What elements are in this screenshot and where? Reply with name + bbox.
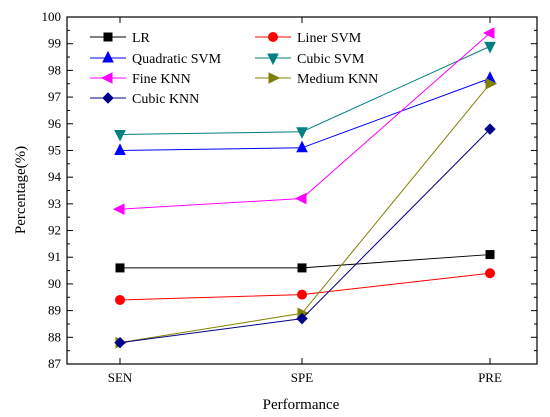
data-point [296,140,308,153]
x-tick-label: SEN [108,370,133,385]
legend-label: Liner SVM [297,31,362,46]
legend-marker [102,50,114,63]
legend-item: LR [90,31,151,46]
legend-item: Cubic KNN [90,92,199,107]
y-tick-label: 91 [48,249,61,264]
data-point [482,27,495,39]
legend-marker [268,32,278,42]
data-point [484,123,496,135]
legend: LR Liner SVM Quadratic SVM Cubic SVM Fine KN… [90,31,378,107]
legend-label: LR [132,31,151,46]
y-tick-label: 88 [48,329,61,344]
y-tick-label: 89 [48,303,61,318]
y-tick-label: 93 [48,196,61,211]
series-line [119,77,491,151]
legend-label: Fine KNN [132,72,191,87]
legend-item: Fine KNN [90,72,191,87]
data-point [112,203,125,215]
legend-item: Cubic SVM [255,52,365,67]
data-point [115,294,125,305]
data-point [294,192,307,205]
legend-label: Cubic SVM [297,52,365,67]
series-cubic-knn [114,123,496,349]
data-point [297,289,307,300]
legend-marker [102,92,114,104]
y-tick-label: 87 [48,356,62,371]
y-axis-title: Percentage(%) [13,146,29,234]
data-point [297,263,307,273]
y-tick-label: 95 [48,142,61,157]
data-point [485,268,495,279]
legend-label: Medium KNN [297,72,378,87]
x-tick-label: PRE [478,370,502,385]
y-tick-label: 97 [48,89,62,104]
legend-label: Quadratic SVM [132,52,222,67]
data-point [485,250,495,260]
data-point [114,336,126,349]
series-line [119,128,491,344]
data-point [296,312,308,325]
legend-item: Quadratic SVM [90,50,222,67]
y-tick-label: 99 [48,36,61,51]
data-point [296,127,308,139]
axes: 87 88 89 90 91 92 93 94 95 96 97 98 99 100 SEN SPE PRE [42,9,538,385]
legend-marker [267,53,279,66]
series-lr [115,250,495,273]
legend-label: Cubic KNN [132,92,199,107]
x-axis-title: Performance [263,397,340,413]
y-tick-label: 90 [48,276,61,291]
y-tick-label: 98 [48,62,61,77]
x-tick-label: SPE [291,370,313,385]
legend-item: Medium KNN [255,72,378,87]
legend-marker [103,32,113,42]
series-line [119,83,491,344]
y-tick-label: 96 [48,116,62,131]
data-point [484,41,496,54]
series-medium-knn [115,77,498,349]
data-point [114,129,126,142]
series-cubic-svm [114,41,496,142]
data-point [485,77,498,90]
y-tick-label: 94 [48,169,62,184]
legend-marker [268,72,281,84]
y-tick-label: 100 [42,9,62,24]
legend-marker [100,72,113,84]
legend-item: Liner SVM [255,31,362,46]
series-liner-svm [115,268,495,305]
data-point [115,263,125,273]
data-point [114,143,126,155]
series-layer [112,27,498,349]
series-fine-knn [112,27,495,215]
y-tick-label: 92 [48,223,61,238]
